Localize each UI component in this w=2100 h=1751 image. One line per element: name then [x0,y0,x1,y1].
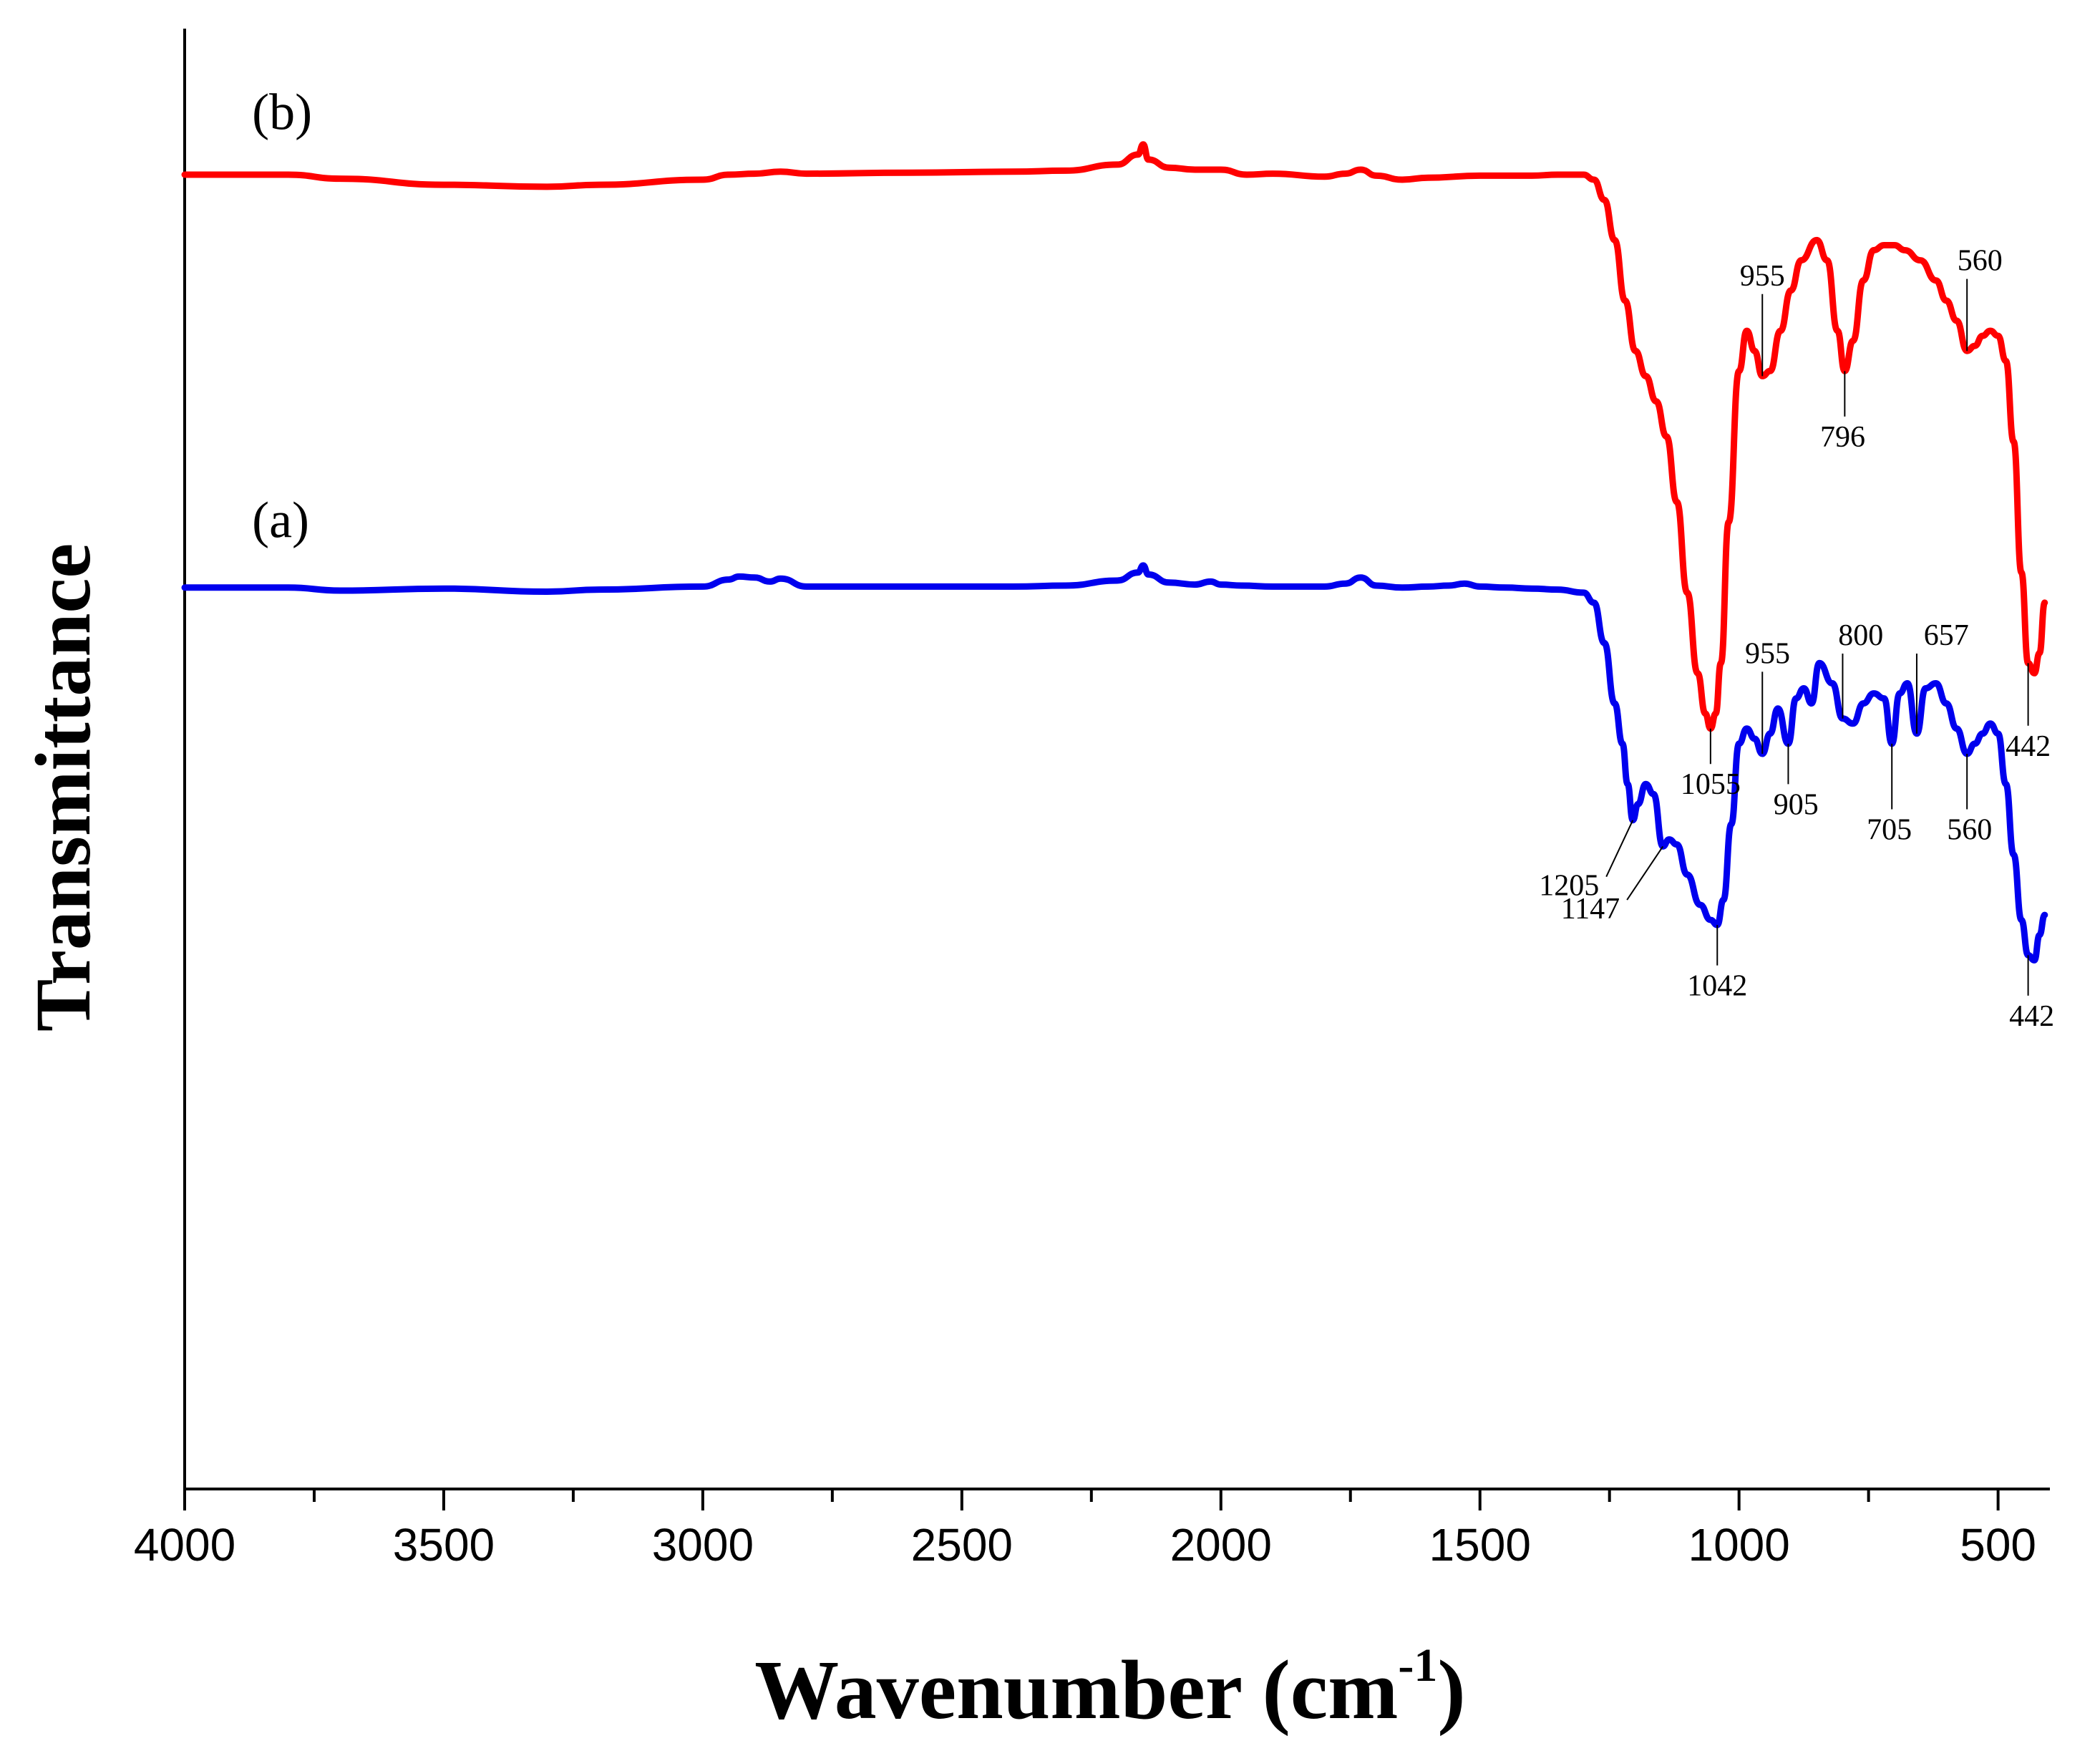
series-line-a [181,562,2048,964]
series-tag-a: (a) [252,491,309,548]
peak-leader-line [1605,820,1634,878]
peak-label: 905 [1774,788,1819,821]
x-tick-label: 500 [1960,1519,2036,1571]
peak-label: 560 [1947,814,1992,847]
x-tick-label: 2500 [911,1519,1013,1571]
peak-label: 796 [1820,421,1865,454]
series-tag-b: (b) [252,84,312,141]
x-tick-label: 3500 [393,1519,495,1571]
x-tick-label: 4000 [134,1519,235,1571]
peak-label: 1147 [1561,893,1620,926]
peak-label: 800 [1838,619,1883,652]
x-axis-title: Wavenumber (cm-1) [754,1639,1465,1737]
x-axis-title-superscript: -1 [1398,1639,1437,1692]
axes: 4000 3500 3000 2500 2000 1500 1000 500 [134,29,2050,1571]
peak-label: 955 [1740,260,1785,293]
x-axis-title-close: ) [1437,1643,1465,1737]
peak-leader-line [1626,845,1664,901]
x-axis-title-main: Wavenumber (cm [754,1643,1398,1737]
peak-label: 705 [1867,814,1912,847]
peak-label: 1205 [1539,870,1599,903]
series-line-b [181,141,2048,732]
peak-label: 442 [2006,730,2051,763]
peak-label: 560 [1958,245,2003,278]
y-axis-title: Transmittance [19,543,107,1032]
x-tick-label: 2000 [1170,1519,1272,1571]
peak-label: 1055 [1681,768,1741,801]
x-tick-label: 3000 [652,1519,754,1571]
series-layer: (a) (b) [181,84,2048,964]
peak-label: 1042 [1687,970,1747,1003]
x-tick-label: 1000 [1688,1519,1789,1571]
peak-label: 442 [2009,1000,2054,1033]
peak-label: 955 [1745,637,1790,670]
x-tick-label: 1500 [1429,1519,1531,1571]
x-ticks: 4000 3500 3000 2500 2000 1500 1000 500 [134,1489,2036,1571]
peak-label: 657 [1924,619,1969,652]
annotation-layer: 955 560 796 1055 442 955 800 657 905 705 560 120511… [1539,245,2054,1033]
